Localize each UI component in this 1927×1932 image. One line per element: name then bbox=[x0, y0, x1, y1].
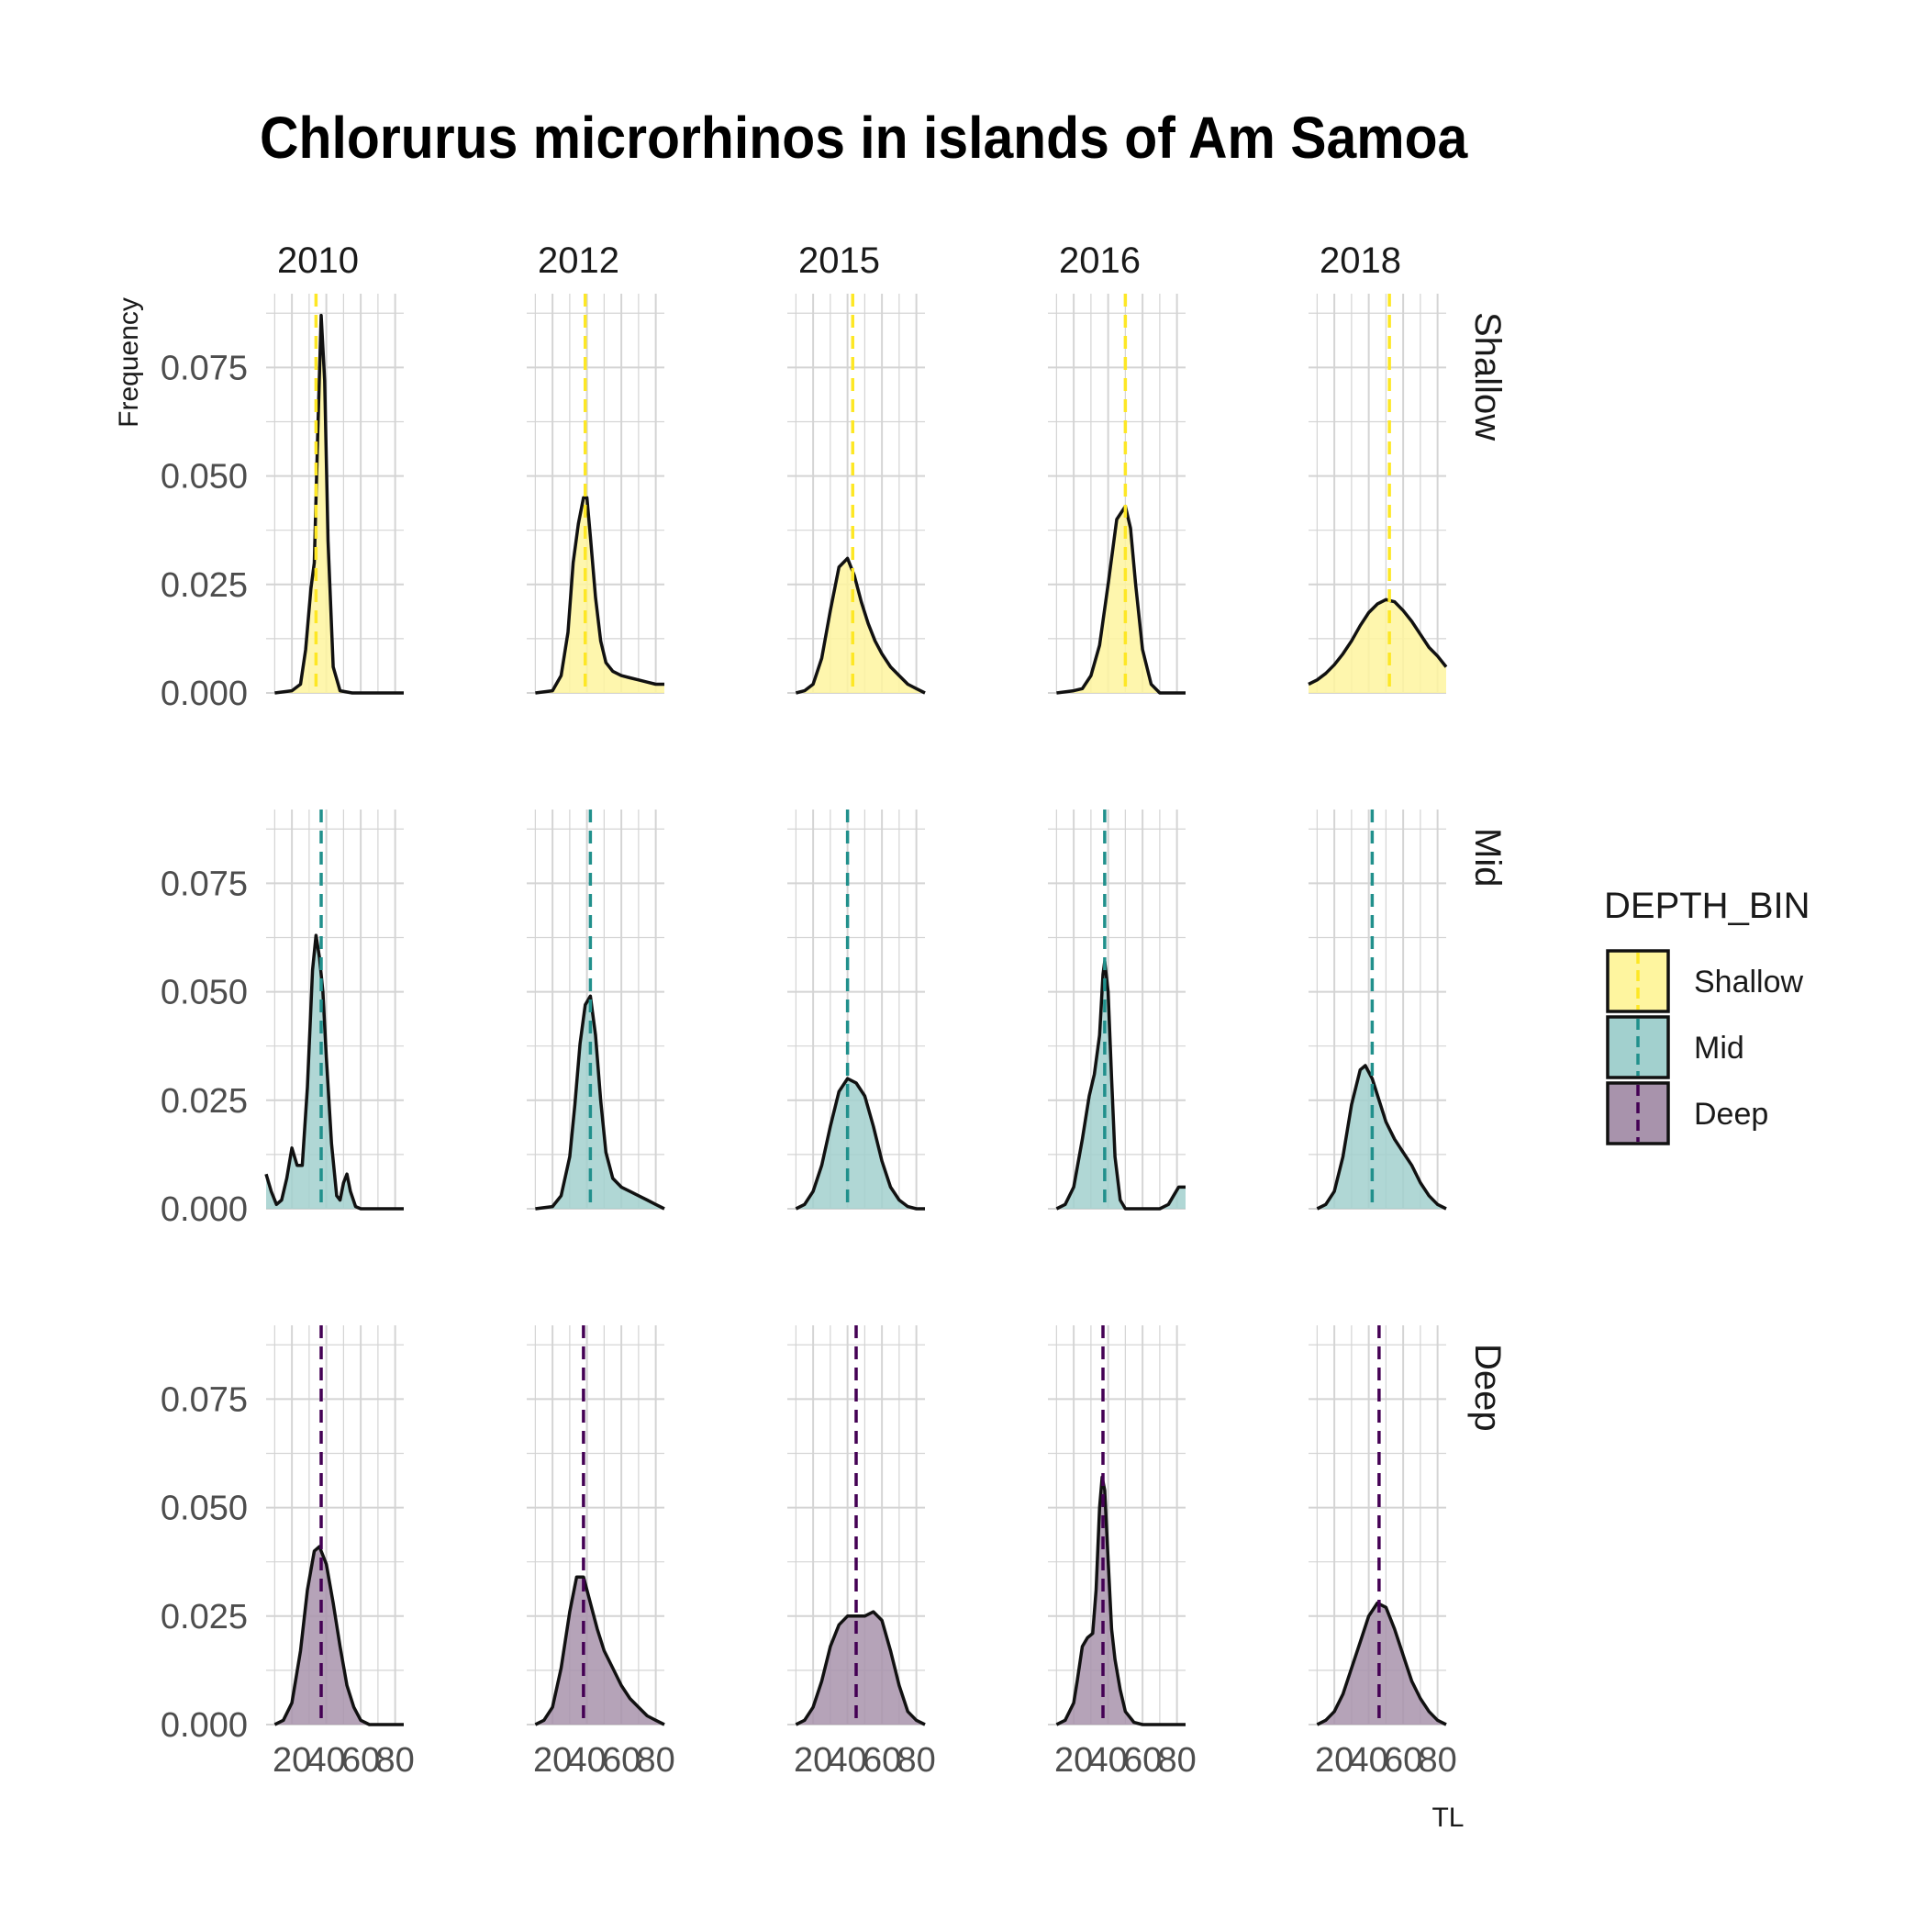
y-tick-label: 0.050 bbox=[161, 458, 248, 497]
density-curve-shallow-2010 bbox=[274, 313, 404, 695]
density-curve-deep-2010 bbox=[273, 1545, 404, 1726]
x-tick-label: 20 bbox=[273, 1741, 311, 1780]
x-tick-label: 60 bbox=[341, 1741, 380, 1780]
y-tick-label: 0.000 bbox=[161, 675, 248, 713]
x-tick-label: 40 bbox=[306, 1741, 345, 1780]
y-tick-label: 0.025 bbox=[161, 566, 248, 605]
strip-label-row-shallow: Shallow bbox=[1467, 312, 1508, 441]
density-area-deep-2016 bbox=[1056, 1477, 1186, 1725]
x-tick-label: 80 bbox=[375, 1741, 414, 1780]
x-axis-title: TL bbox=[1431, 1803, 1464, 1833]
density-curve-mid-2010 bbox=[264, 933, 404, 1211]
legend-label-mid: Mid bbox=[1694, 1031, 1744, 1066]
density-area-deep-2012 bbox=[535, 1577, 664, 1725]
x-tick-label: 40 bbox=[828, 1741, 866, 1780]
legend-title: DEPTH_BIN bbox=[1604, 886, 1810, 926]
x-tick-label: 40 bbox=[567, 1741, 606, 1780]
y-tick-label: 0.075 bbox=[161, 865, 248, 903]
density-curve-shallow-2016 bbox=[1056, 504, 1186, 695]
density-curve-mid-2015 bbox=[795, 1077, 925, 1211]
y-tick-label: 0.025 bbox=[161, 1082, 248, 1121]
strip-label-col-2012: 2012 bbox=[538, 240, 619, 281]
x-tick-label: 20 bbox=[1054, 1741, 1093, 1780]
x-tick-label: 20 bbox=[794, 1741, 832, 1780]
density-curve-mid-2016 bbox=[1055, 959, 1186, 1211]
strip-label-col-2016: 2016 bbox=[1059, 240, 1141, 281]
density-area-deep-2010 bbox=[274, 1547, 404, 1725]
x-tick-label: 60 bbox=[1384, 1741, 1422, 1780]
x-tick-label: 40 bbox=[1349, 1741, 1387, 1780]
density-area-mid-2016 bbox=[1056, 961, 1186, 1209]
strip-label-col-2015: 2015 bbox=[798, 240, 880, 281]
density-curve-deep-2018 bbox=[1316, 1601, 1447, 1726]
density-curve-deep-2016 bbox=[1055, 1475, 1186, 1726]
density-area-mid-2015 bbox=[796, 1078, 925, 1209]
density-curve-mid-2018 bbox=[1316, 1064, 1447, 1211]
y-tick-label: 0.000 bbox=[161, 1190, 248, 1229]
density-curve-shallow-2015 bbox=[795, 556, 926, 695]
legend-label-deep: Deep bbox=[1694, 1097, 1768, 1132]
density-area-deep-2018 bbox=[1317, 1603, 1446, 1725]
x-tick-label: 60 bbox=[863, 1741, 901, 1780]
y-tick-label: 0.050 bbox=[161, 1490, 248, 1528]
density-curve-shallow-2012 bbox=[535, 496, 664, 695]
density-area-shallow-2018 bbox=[1309, 599, 1446, 693]
density-curve-shallow-2018 bbox=[1308, 597, 1448, 687]
strip-label-row-deep: Deep bbox=[1467, 1344, 1508, 1432]
y-tick-label: 0.075 bbox=[161, 1380, 248, 1419]
y-tick-label: 0.075 bbox=[161, 349, 248, 387]
x-tick-label: 80 bbox=[636, 1741, 674, 1780]
x-tick-label: 80 bbox=[1157, 1741, 1196, 1780]
density-area-shallow-2015 bbox=[796, 558, 925, 693]
x-tick-label: 60 bbox=[602, 1741, 640, 1780]
x-tick-label: 20 bbox=[533, 1741, 572, 1780]
density-curve-deep-2015 bbox=[795, 1610, 926, 1726]
x-tick-label: 20 bbox=[1315, 1741, 1353, 1780]
x-tick-label: 60 bbox=[1123, 1741, 1162, 1780]
strip-label-col-2010: 2010 bbox=[277, 240, 359, 281]
x-tick-label: 40 bbox=[1088, 1741, 1127, 1780]
strip-label-row-mid: Mid bbox=[1467, 828, 1508, 887]
x-tick-label: 80 bbox=[1418, 1741, 1456, 1780]
density-area-shallow-2010 bbox=[274, 315, 404, 693]
chart-title: Chlorurus microrhinos in islands of Am S… bbox=[260, 105, 1468, 171]
density-area-shallow-2016 bbox=[1056, 506, 1186, 693]
y-tick-label: 0.025 bbox=[161, 1598, 248, 1636]
y-tick-label: 0.050 bbox=[161, 974, 248, 1012]
density-curve-deep-2012 bbox=[534, 1575, 665, 1726]
density-area-deep-2015 bbox=[796, 1612, 925, 1725]
density-area-shallow-2012 bbox=[535, 497, 664, 693]
y-tick-label: 0.000 bbox=[161, 1706, 248, 1745]
y-axis-title: Frequency bbox=[114, 297, 144, 428]
density-curve-mid-2012 bbox=[535, 994, 665, 1211]
x-tick-label: 80 bbox=[897, 1741, 935, 1780]
strip-label-col-2018: 2018 bbox=[1320, 240, 1401, 281]
legend-label-shallow: Shallow bbox=[1694, 965, 1804, 1000]
